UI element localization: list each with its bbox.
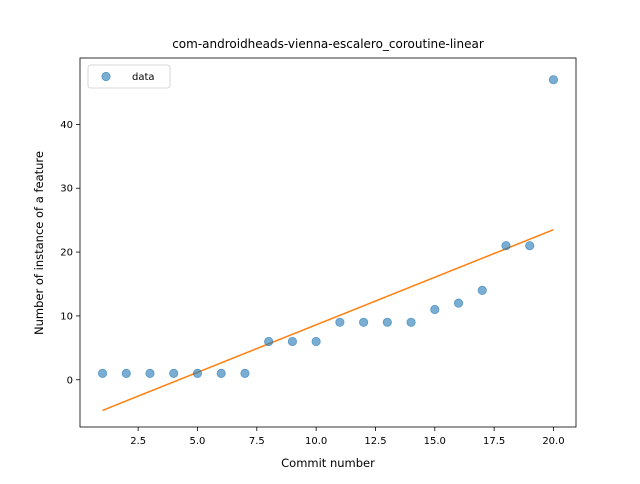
data-point — [335, 317, 345, 327]
axes-frame — [79, 57, 577, 428]
data-point — [97, 368, 108, 378]
data-point — [169, 368, 179, 378]
y-tick-label: 0 — [67, 375, 73, 386]
x-tick-label: 5.0 — [190, 436, 206, 447]
data-point — [453, 298, 464, 308]
axes: 2.5 5.0 7.5 10.0 12.5 15.0 17.5 20.0 0 10 20 30 40 — [60, 57, 577, 447]
data-point — [216, 368, 226, 378]
data-point — [358, 317, 369, 327]
x-tick-label: 20.0 — [542, 436, 564, 447]
data-point — [382, 317, 392, 327]
data-point — [548, 75, 559, 85]
data-point — [501, 241, 511, 251]
data-point — [240, 368, 250, 378]
fit-line-layer — [102, 229, 554, 412]
data-point — [192, 368, 203, 378]
data-point — [406, 317, 416, 327]
x-tick-label: 7.5 — [249, 436, 265, 447]
y-tick-label: 20 — [60, 248, 73, 259]
data-points — [97, 75, 559, 378]
legend: data — [87, 64, 171, 89]
y-axis-label: Number of instance of a feature — [32, 151, 46, 335]
data-point — [477, 285, 487, 295]
y-tick-label: 40 — [60, 120, 73, 131]
x-tick-label: 15.0 — [424, 436, 446, 447]
data-point — [525, 241, 535, 251]
data-point — [430, 304, 440, 315]
x-tick-label: 10.0 — [305, 436, 327, 447]
data-point — [121, 368, 131, 378]
chart-title: com-androidheads-vienna-escalero_corouti… — [172, 37, 484, 51]
fit-line — [102, 229, 554, 412]
legend-marker — [101, 71, 111, 82]
data-point — [264, 336, 274, 347]
x-tick-label: 2.5 — [130, 436, 146, 447]
legend-box — [87, 64, 171, 89]
x-tick-label: 17.5 — [483, 436, 505, 447]
y-tick-label: 10 — [60, 311, 73, 322]
data-point — [287, 336, 298, 347]
data-point — [311, 336, 321, 347]
legend-label: data — [132, 72, 155, 83]
data-point — [145, 368, 155, 378]
y-tick-label: 30 — [60, 184, 73, 195]
x-tick-label: 12.5 — [364, 436, 386, 447]
x-axis-label: Commit number — [281, 456, 375, 470]
